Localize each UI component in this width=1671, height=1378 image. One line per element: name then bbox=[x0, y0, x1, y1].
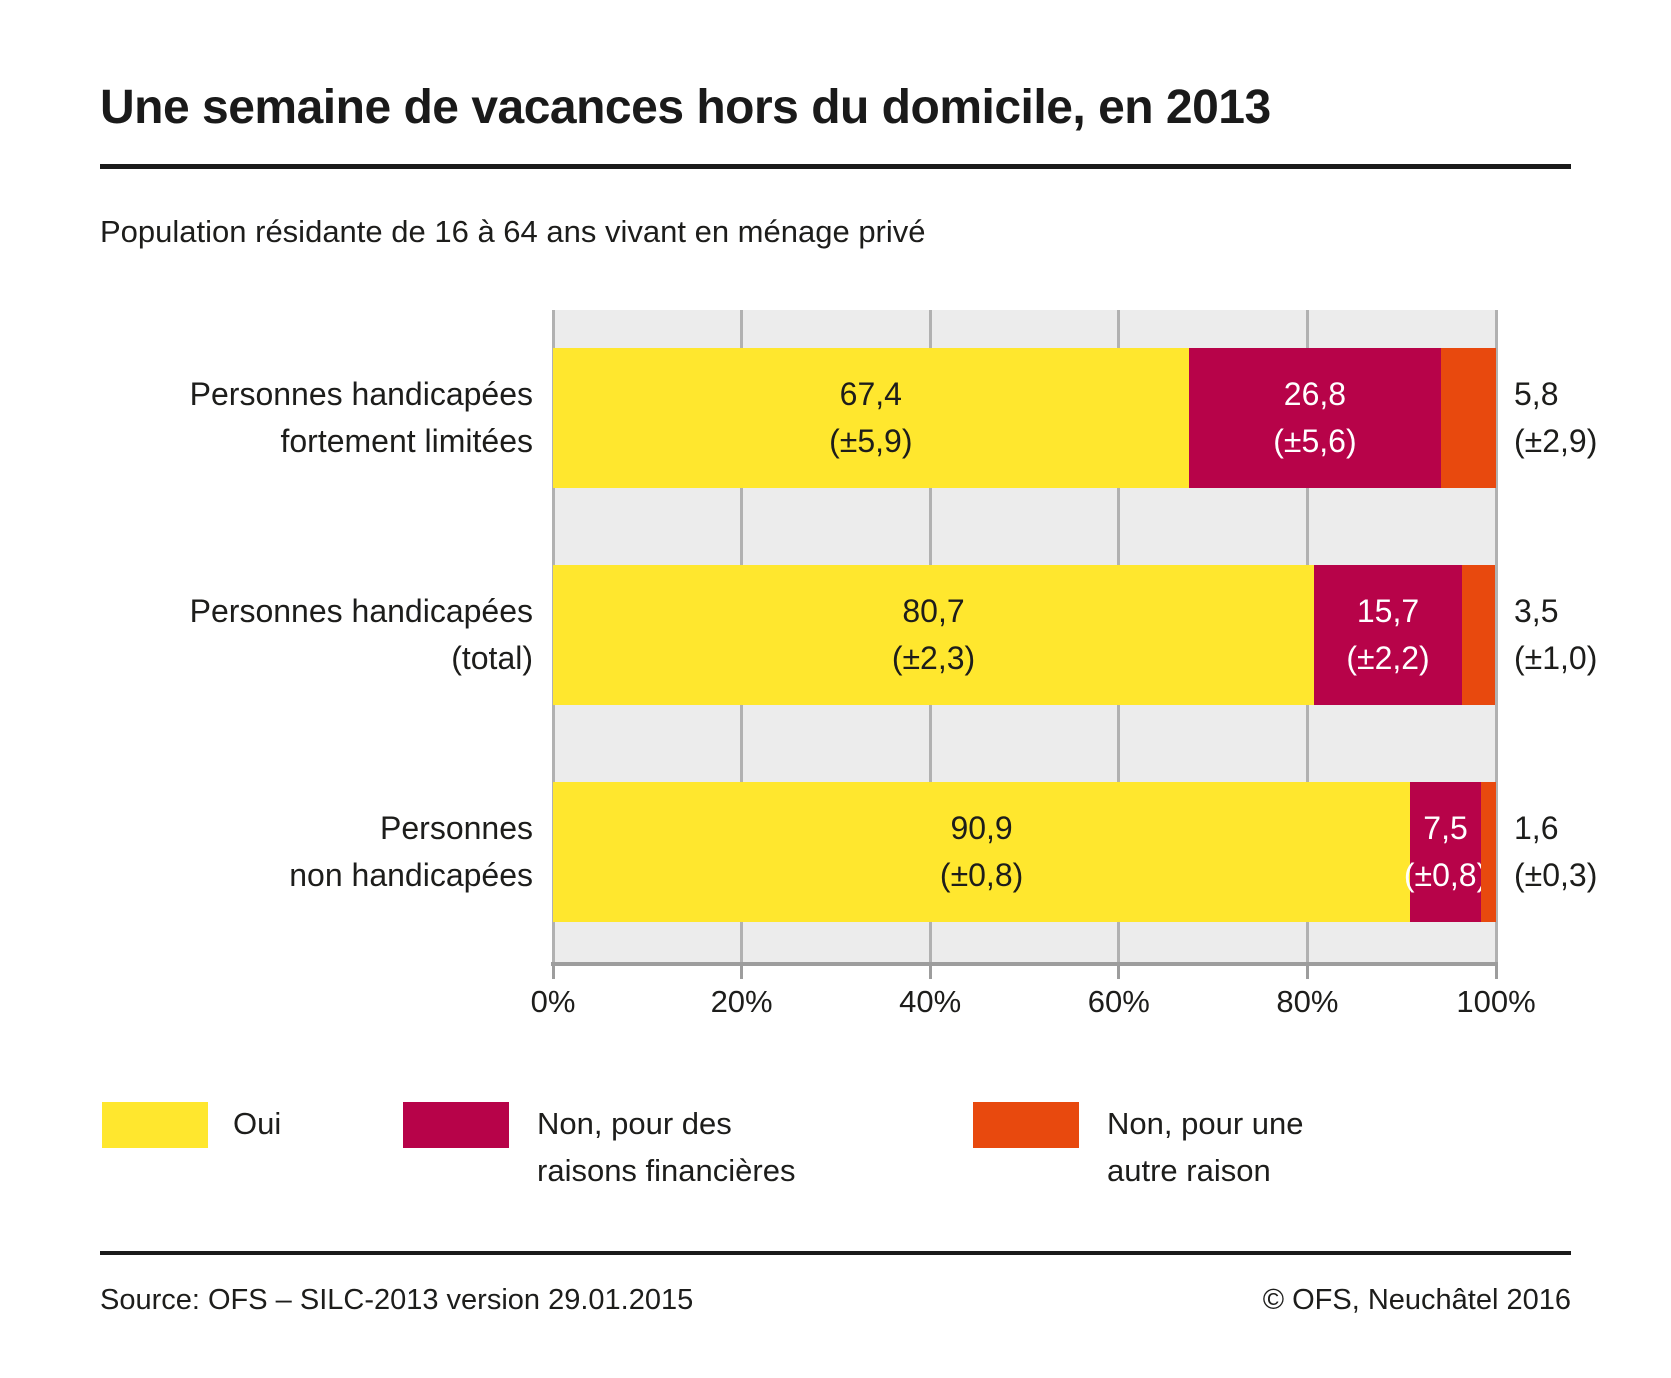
x-tick-label: 60% bbox=[1087, 984, 1150, 1019]
outside-value: 3,5 bbox=[1514, 593, 1559, 629]
bar-value-label: 26,8 bbox=[1283, 376, 1347, 412]
copyright-note: © OFS, Neuchâtel 2016 bbox=[1262, 1284, 1571, 1316]
legend-label-line: Non, pour une bbox=[1107, 1106, 1304, 1141]
chart-title: Une semaine de vacances hors du domicile… bbox=[100, 81, 1271, 134]
category-label: Personnes non handicapées bbox=[60, 805, 533, 899]
legend-label-2: Non, pour des raisons financières bbox=[537, 1100, 795, 1194]
x-tick bbox=[1117, 966, 1121, 979]
x-tick bbox=[740, 966, 744, 979]
x-tick bbox=[551, 966, 555, 979]
bar-row: 80,7 (±2,3) 15,7 (±2,2) bbox=[553, 565, 1496, 705]
outside-value: 1,6 bbox=[1514, 810, 1559, 846]
bar-ci-label: (±5,9) bbox=[829, 423, 913, 459]
category-label: Personnes handicapées (total) bbox=[60, 588, 533, 682]
outside-value: 5,8 bbox=[1514, 376, 1559, 412]
x-tick bbox=[1494, 966, 1498, 979]
bar-value-label: 90,9 bbox=[950, 810, 1013, 846]
x-tick-label: 80% bbox=[1276, 984, 1339, 1019]
bar-value-label: 67,4 bbox=[839, 376, 902, 412]
x-axis-line bbox=[551, 962, 1498, 966]
legend-swatch-2 bbox=[403, 1102, 509, 1148]
legend-label-line: Non, pour des bbox=[537, 1106, 732, 1141]
chart-subtitle: Population résidante de 16 à 64 ans viva… bbox=[100, 214, 926, 249]
legend-swatch-1 bbox=[102, 1102, 208, 1148]
outside-value-label: 3,5 (±1,0) bbox=[1514, 588, 1671, 682]
bar-row: 67,4 (±5,9) 26,8 (±5,6) bbox=[553, 348, 1496, 488]
bar-segment-non-pour-des-raisons-financi-res: 15,7 (±2,2) bbox=[1314, 565, 1463, 705]
category-label: Personnes handicapées fortement limitées bbox=[60, 371, 533, 465]
bar-value-label: 80,7 bbox=[902, 593, 965, 629]
source-note: Source: OFS – SILC-2013 version 29.01.20… bbox=[100, 1284, 694, 1316]
category-label-line: (total) bbox=[451, 640, 533, 676]
legend-label-line: Oui bbox=[233, 1106, 282, 1141]
legend-swatch-3 bbox=[973, 1102, 1079, 1148]
outside-value-label: 5,8 (±2,9) bbox=[1514, 371, 1671, 465]
title-divider-rule bbox=[100, 164, 1571, 169]
x-tick bbox=[1305, 966, 1309, 979]
outside-value-label: 1,6 (±0,3) bbox=[1514, 805, 1671, 899]
category-label-line: Personnes handicapées bbox=[189, 593, 533, 629]
bar-ci-label: (±2,2) bbox=[1346, 640, 1430, 676]
bar-ci-label: (±0,8) bbox=[1403, 857, 1488, 893]
outside-ci: (±0,3) bbox=[1514, 857, 1598, 893]
category-label-line: Personnes bbox=[380, 810, 533, 846]
bar-segment-oui: 90,9 (±0,8) bbox=[553, 782, 1411, 922]
gridline-100% bbox=[1494, 310, 1498, 962]
outside-ci: (±1,0) bbox=[1514, 640, 1598, 676]
bar-value-label: 15,7 bbox=[1356, 593, 1420, 629]
bar-segment-oui: 67,4 (±5,9) bbox=[553, 348, 1189, 488]
bar-segment-non-pour-une-autre-raison bbox=[1462, 565, 1496, 705]
category-label-line: fortement limitées bbox=[280, 423, 533, 459]
legend-label-line: autre raison bbox=[1107, 1153, 1271, 1188]
outside-ci: (±2,9) bbox=[1514, 423, 1598, 459]
bar-segment-non-pour-des-raisons-financi-res: 26,8 (±5,6) bbox=[1188, 348, 1442, 488]
bar-ci-label: (±0,8) bbox=[939, 857, 1024, 893]
plot-area: 67,4 (±5,9) 26,8 (±5,6) 80,7 (±2,3) 15,7 (±2,2)… bbox=[551, 310, 1498, 962]
footer-divider-rule bbox=[100, 1251, 1571, 1255]
category-label-line: Personnes handicapées bbox=[189, 376, 533, 412]
bar-segment-non-pour-des-raisons-financi-res: 7,5 (±0,8) bbox=[1404, 782, 1487, 922]
x-tick bbox=[928, 966, 932, 979]
bar-segment-oui: 80,7 (±2,3) bbox=[553, 565, 1314, 705]
bar-ci-label: (±5,6) bbox=[1273, 423, 1357, 459]
legend-label-1: Oui bbox=[233, 1100, 281, 1147]
bar-row: 90,9 (±0,8) 7,5 (±0,8) bbox=[553, 782, 1496, 922]
x-tick-label: 100% bbox=[1456, 984, 1536, 1019]
category-label-line: non handicapées bbox=[289, 857, 533, 893]
x-tick-label: 40% bbox=[899, 984, 962, 1019]
legend-label-3: Non, pour une autre raison bbox=[1107, 1100, 1303, 1194]
bar-ci-label: (±2,3) bbox=[891, 640, 976, 676]
legend-label-line: raisons financières bbox=[537, 1153, 796, 1188]
bar-value-label: 7,5 bbox=[1423, 810, 1468, 846]
bar-segment-non-pour-une-autre-raison bbox=[1441, 348, 1496, 488]
bar-segment-non-pour-une-autre-raison bbox=[1480, 782, 1496, 922]
x-tick-label: 0% bbox=[530, 984, 576, 1019]
x-tick-label: 20% bbox=[710, 984, 773, 1019]
